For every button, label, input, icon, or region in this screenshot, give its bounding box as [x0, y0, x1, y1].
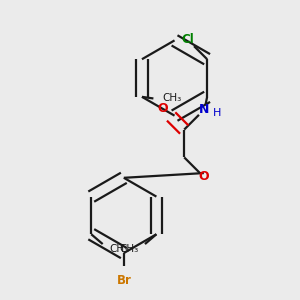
Text: Br: Br [116, 274, 131, 287]
Text: O: O [199, 170, 209, 184]
Text: N: N [199, 103, 209, 116]
Text: CH₃: CH₃ [163, 94, 182, 103]
Text: H: H [213, 107, 221, 118]
Text: CH₃: CH₃ [109, 244, 128, 254]
Text: CH₃: CH₃ [119, 244, 138, 254]
Text: Cl: Cl [181, 33, 194, 46]
Text: O: O [158, 102, 168, 115]
